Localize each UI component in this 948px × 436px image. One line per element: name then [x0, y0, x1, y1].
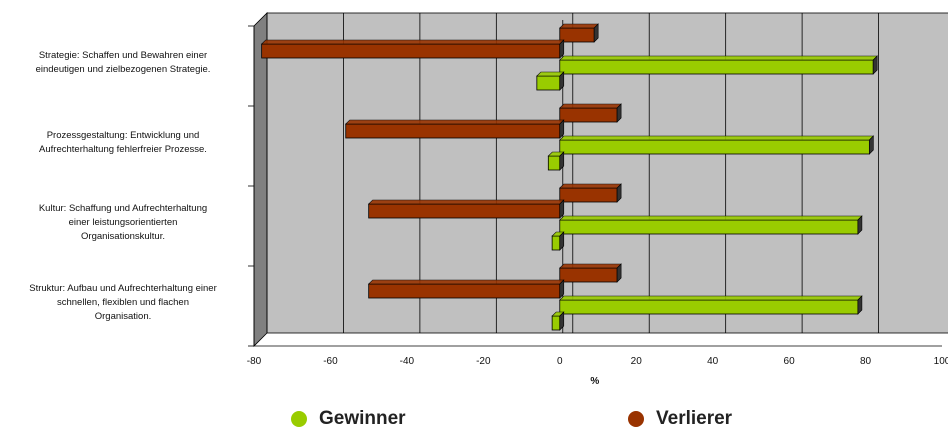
bar-gewinner-negative-side: [559, 311, 565, 331]
bar-verlierer-positive-top: [559, 263, 622, 269]
category-label-line: einer leistungsorientierten: [68, 217, 178, 228]
x-tick-label: -40: [400, 356, 415, 367]
x-tick-label: -80: [247, 356, 262, 367]
x-tick-label: 0: [557, 356, 563, 367]
bar-gewinner-positive-side: [857, 215, 863, 235]
x-axis-title: %: [590, 376, 599, 387]
bar-gewinner-positive-side: [869, 135, 874, 155]
bar-verlierer-negative-side: [559, 39, 565, 59]
category-label-line: Struktur: Aufbau und Aufrechterhaltung e…: [29, 283, 217, 294]
category-label-line: Organisationskultur.: [81, 231, 165, 242]
bar-verlierer-positive: [559, 187, 618, 203]
legend-verlierer-marker: [628, 411, 644, 427]
bar-gewinner-positive-top: [559, 295, 863, 301]
bar-verlierer-positive-top: [559, 23, 599, 29]
bar-gewinner-positive: [559, 59, 874, 75]
x-tick-label: 20: [631, 356, 643, 367]
category-label-line: eindeutigen und zielbezogenen Strategie.: [35, 64, 211, 75]
bar-verlierer-positive-side: [593, 23, 599, 43]
bar-verlierer-negative-top: [345, 119, 565, 125]
category-label: Kultur: Schaffung und Aufrechterhaltung e…: [8, 202, 238, 244]
bar-gewinner-positive-side: [857, 295, 863, 315]
bar-verlierer-negative-side: [559, 119, 565, 139]
category-label-line: Strategie: Schaffen und Bewahren einer: [38, 50, 208, 61]
bar-verlierer-positive-top: [559, 103, 622, 109]
bar-gewinner-positive-top: [559, 135, 875, 141]
bar-verlierer-positive-side: [616, 183, 622, 203]
bar-gewinner-positive: [559, 299, 859, 315]
bar-gewinner-negative: [551, 235, 561, 251]
bar-verlierer-negative: [261, 43, 561, 59]
x-tick-label: -60: [323, 356, 338, 367]
bar-gewinner-negative-top: [536, 71, 565, 77]
x-tick-label: 80: [860, 356, 872, 367]
category-label: Prozessgestaltung: Entwicklung und Aufrec…: [8, 129, 238, 157]
bar-gewinner-positive-side: [872, 55, 878, 75]
bar-gewinner-positive-top: [559, 215, 863, 221]
category-label: Struktur: Aufbau und Aufrechterhaltung e…: [8, 282, 238, 324]
legend-gewinner-marker: [291, 411, 307, 427]
x-tick-label: 40: [707, 356, 719, 367]
bar-verlierer-negative: [368, 203, 561, 219]
bar-verlierer-positive-side: [616, 263, 622, 283]
bar-verlierer-negative-top: [367, 279, 565, 285]
plot-side-wall: [253, 12, 268, 347]
category-label: Strategie: Schaffen und Bewahren einer ei…: [8, 49, 238, 77]
bar-verlierer-positive: [559, 27, 595, 43]
bar-gewinner-negative-side: [559, 151, 565, 171]
x-tick-label: 60: [784, 356, 796, 367]
bar-gewinner-positive-top: [559, 55, 878, 61]
bar-gewinner-negative: [536, 75, 561, 91]
legend-gewinner-label: Gewinner: [319, 408, 406, 429]
bar-gewinner-negative-side: [559, 71, 565, 91]
bar-verlierer-negative-top: [260, 39, 565, 45]
category-label-line: Kultur: Schaffung und Aufrechterhaltung: [38, 203, 208, 214]
bar-verlierer-positive-top: [559, 183, 622, 189]
bar-gewinner-positive: [559, 139, 870, 155]
bar-verlierer-negative-side: [559, 279, 565, 299]
x-tick-label: -20: [476, 356, 491, 367]
bar-gewinner-positive: [559, 219, 859, 235]
category-label-line: Aufrechterhaltung fehlerfreier Prozesse.: [39, 144, 207, 155]
legend-gewinner: Gewinner: [291, 408, 406, 430]
category-label-line: Prozessgestaltung: Entwicklung und: [46, 130, 200, 141]
bar-gewinner-negative: [551, 315, 561, 331]
bar-verlierer-negative-top: [367, 199, 565, 205]
legend-verlierer-label: Verlierer: [656, 408, 733, 429]
category-label-line: Organisation.: [94, 311, 152, 322]
bar-verlierer-negative: [345, 123, 561, 139]
bar-gewinner-negative-side: [559, 231, 565, 251]
plot-back-outline: [266, 12, 948, 334]
x-tick-label: 100: [934, 356, 948, 367]
category-label-line: schnellen, flexiblen und flachen: [56, 297, 190, 308]
bar-verlierer-positive: [559, 107, 618, 123]
bar-verlierer-negative-side: [559, 199, 565, 219]
legend-verlierer: Verlierer: [628, 408, 732, 430]
bar-verlierer-negative: [368, 283, 561, 299]
bar-verlierer-positive-side: [616, 103, 622, 123]
bar-verlierer-positive: [559, 267, 618, 283]
bar-gewinner-negative: [547, 155, 561, 171]
